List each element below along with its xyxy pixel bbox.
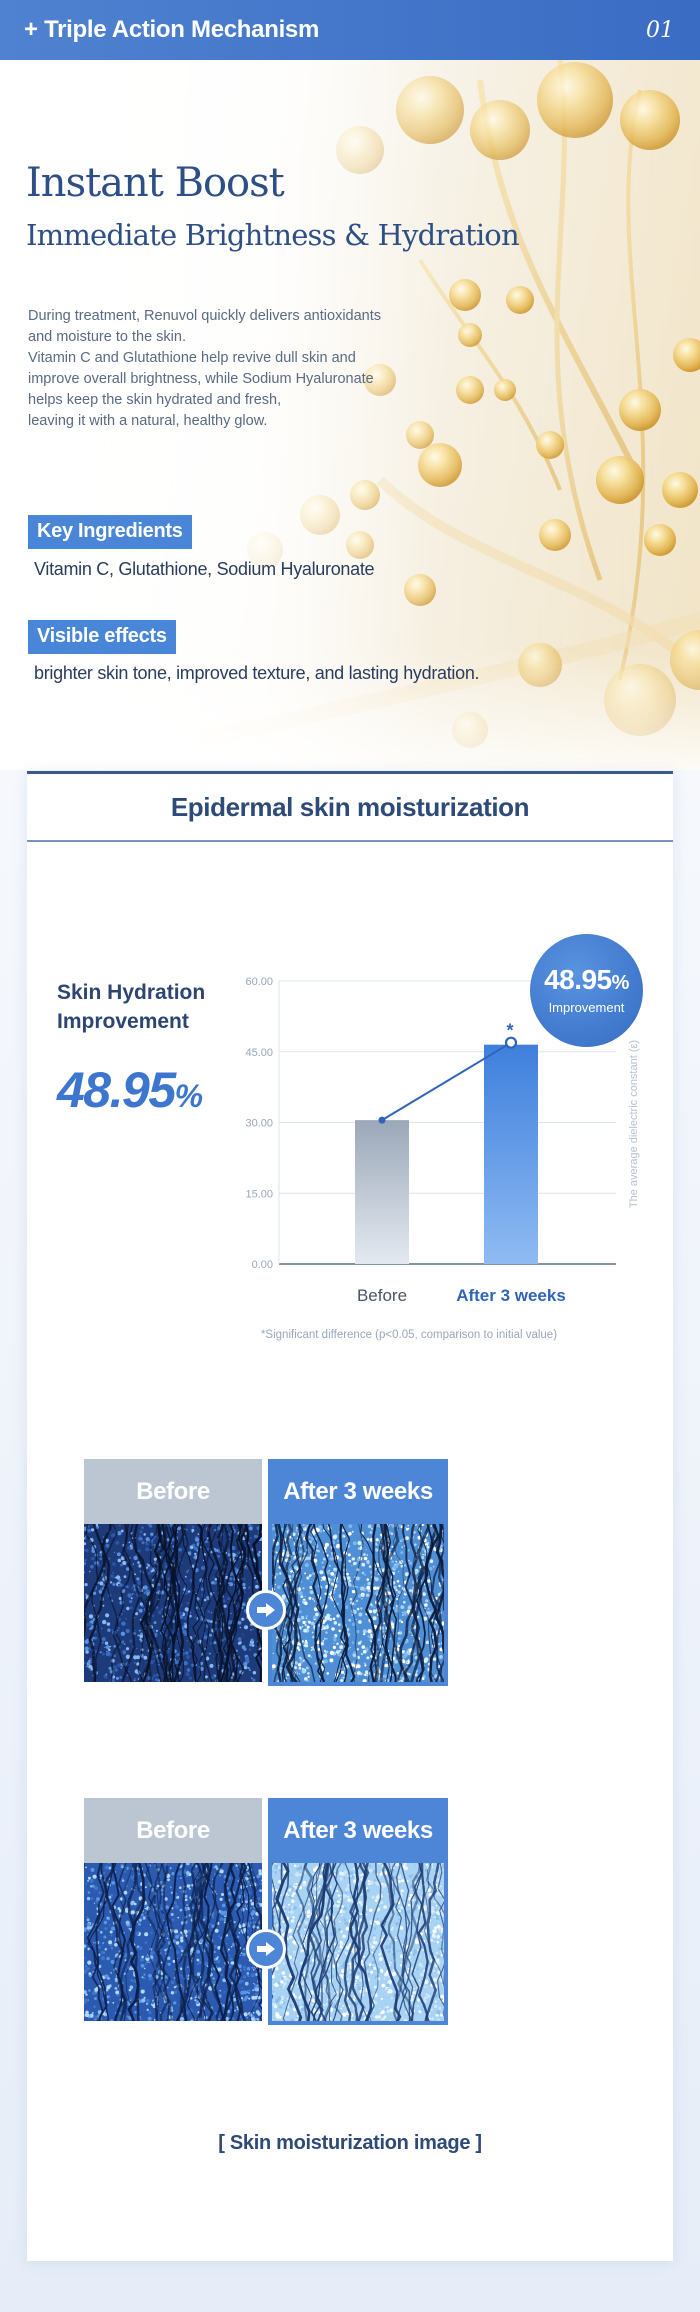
chart-footnote: *Significant difference (p<0.05, compari… [261, 1329, 557, 1341]
image-label-after-1: After 3 weeks [268, 1459, 448, 1524]
skin-image-before-1 [84, 1524, 262, 1682]
stat-label: Skin Hydration Improvement [57, 981, 206, 1033]
arrow-right-icon [246, 1590, 286, 1630]
skin-image-before-2 [84, 1863, 262, 2021]
y-tick-label: 60.00 [245, 976, 273, 988]
significance-marker: * [506, 1021, 513, 1041]
key-ingredients-text: Vitamin C, Glutathione, Sodium Hyalurona… [34, 559, 375, 579]
moisturization-card: Epidermal skin moisturization Skin Hydra… [27, 771, 673, 2261]
key-ingredients-tag: Key Ingredients [28, 515, 192, 549]
hero-section: Instant Boost Immediate Brightness & Hyd… [0, 60, 700, 770]
trend-point-after [504, 1036, 518, 1049]
skin-image-after-2 [268, 1863, 448, 2025]
hydration-bar-chart: 0.00 15.00 30.00 45.00 60.00 Before After 3 we… [245, 976, 640, 1341]
y-tick-label: 15.00 [245, 1188, 273, 1200]
chart-bars [355, 1036, 538, 1264]
trend-line [381, 1041, 512, 1121]
visible-effects-text: brighter skin tone, improved texture, an… [34, 663, 480, 683]
bar-before [355, 1120, 409, 1264]
section-title: + Triple Action Mechanism [24, 16, 320, 43]
image-label-before-1: Before [84, 1459, 262, 1524]
visible-effects-tag: Visible effects [28, 620, 176, 654]
skin-image-after-1 [268, 1524, 448, 1686]
hero-subtitle: Immediate Brightness & Hydration [26, 218, 520, 252]
hero-description: During treatment, Renuvol quickly delive… [28, 308, 382, 429]
hero-title: Instant Boost [26, 160, 285, 206]
card-title: Epidermal skin moisturization [27, 771, 673, 842]
chart-labels: 0.00 15.00 30.00 45.00 60.00 Before After 3 we… [245, 976, 565, 1305]
image-label-after-2: After 3 weeks [268, 1798, 448, 1863]
image-label-before-2: Before [84, 1798, 262, 1863]
stat-value: 48.95% [57, 1062, 203, 1118]
y-tick-label: 45.00 [245, 1047, 273, 1059]
y-axis-title: The average dielectric constant (ε) [628, 1040, 640, 1208]
bar-after [484, 1044, 538, 1264]
y-tick-label: 30.00 [245, 1118, 273, 1130]
arrow-right-icon [246, 1929, 286, 1969]
section-number: 01 [646, 17, 674, 43]
improvement-badge: 48.95% Improvement [530, 934, 643, 1047]
image-caption: [ Skin moisturization image ] [218, 2132, 482, 2154]
section-header-bar: + Triple Action Mechanism 01 [0, 0, 700, 60]
trend-point-before [378, 1116, 386, 1124]
x-tick-label: After 3 weeks [456, 1286, 566, 1305]
y-tick-label: 0.00 [252, 1259, 273, 1271]
x-tick-label: Before [357, 1286, 407, 1305]
